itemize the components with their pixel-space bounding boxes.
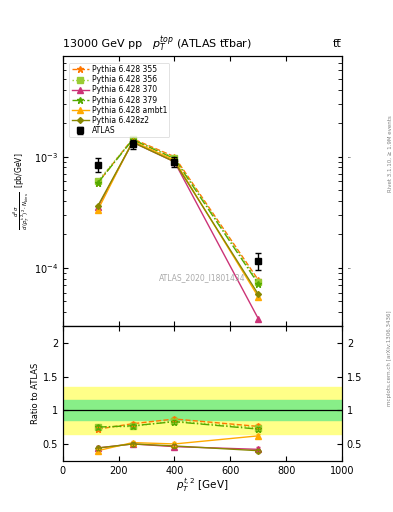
Pythia 6.428 379 — [256, 281, 261, 287]
Text: ATLAS_2020_I1801434: ATLAS_2020_I1801434 — [159, 273, 246, 282]
Pythia 6.428 ambt1 — [172, 157, 177, 163]
Pythia 6.428 379 — [172, 156, 177, 162]
Pythia 6.428z2 — [130, 139, 135, 145]
Pythia 6.428 370 — [95, 204, 100, 210]
Pythia 6.428 356 — [256, 279, 261, 285]
Pythia 6.428z2 — [95, 203, 100, 209]
Legend: Pythia 6.428 355, Pythia 6.428 356, Pythia 6.428 370, Pythia 6.428 379, Pythia 6: Pythia 6.428 355, Pythia 6.428 356, Pyth… — [70, 63, 169, 137]
Pythia 6.428 379 — [95, 180, 100, 186]
Pythia 6.428 355 — [172, 154, 177, 160]
Line: Pythia 6.428 355: Pythia 6.428 355 — [94, 135, 262, 283]
Bar — [63, 400, 342, 420]
Pythia 6.428 ambt1 — [95, 207, 100, 214]
Text: 13000 GeV pp: 13000 GeV pp — [63, 38, 142, 49]
Pythia 6.428 ambt1 — [130, 138, 135, 144]
Line: Pythia 6.428z2: Pythia 6.428z2 — [95, 140, 260, 296]
Pythia 6.428 355 — [95, 180, 100, 186]
Pythia 6.428 370 — [172, 159, 177, 165]
Pythia 6.428 379 — [130, 137, 135, 143]
Line: Pythia 6.428 370: Pythia 6.428 370 — [95, 139, 261, 322]
Text: $p_T^{top}$ (ATLAS tt̅bar): $p_T^{top}$ (ATLAS tt̅bar) — [152, 34, 252, 54]
Y-axis label: $\frac{d^2\sigma}{d\,(p_T^{t,2})^2\cdot N_{bins}}$  [pb/GeV]: $\frac{d^2\sigma}{d\,(p_T^{t,2})^2\cdot … — [12, 153, 33, 230]
X-axis label: $p_T^{t,2}$ [GeV]: $p_T^{t,2}$ [GeV] — [176, 477, 229, 494]
Pythia 6.428 ambt1 — [256, 294, 261, 300]
Pythia 6.428z2 — [256, 291, 261, 297]
Bar — [63, 387, 342, 434]
Text: tt̅: tt̅ — [333, 38, 342, 49]
Pythia 6.428 356 — [130, 136, 135, 142]
Pythia 6.428 356 — [95, 178, 100, 184]
Text: Rivet 3.1.10, ≥ 1.9M events: Rivet 3.1.10, ≥ 1.9M events — [387, 115, 392, 192]
Text: mcplots.cern.ch [arXiv:1306.3436]: mcplots.cern.ch [arXiv:1306.3436] — [387, 311, 392, 406]
Line: Pythia 6.428 ambt1: Pythia 6.428 ambt1 — [95, 138, 261, 300]
Pythia 6.428z2 — [172, 159, 177, 165]
Pythia 6.428 355 — [130, 136, 135, 142]
Pythia 6.428 355 — [256, 277, 261, 283]
Line: Pythia 6.428 379: Pythia 6.428 379 — [94, 136, 262, 287]
Pythia 6.428 356 — [172, 155, 177, 161]
Pythia 6.428 370 — [130, 139, 135, 145]
Pythia 6.428 370 — [256, 315, 261, 322]
Line: Pythia 6.428 356: Pythia 6.428 356 — [95, 137, 261, 285]
Y-axis label: Ratio to ATLAS: Ratio to ATLAS — [31, 363, 40, 424]
